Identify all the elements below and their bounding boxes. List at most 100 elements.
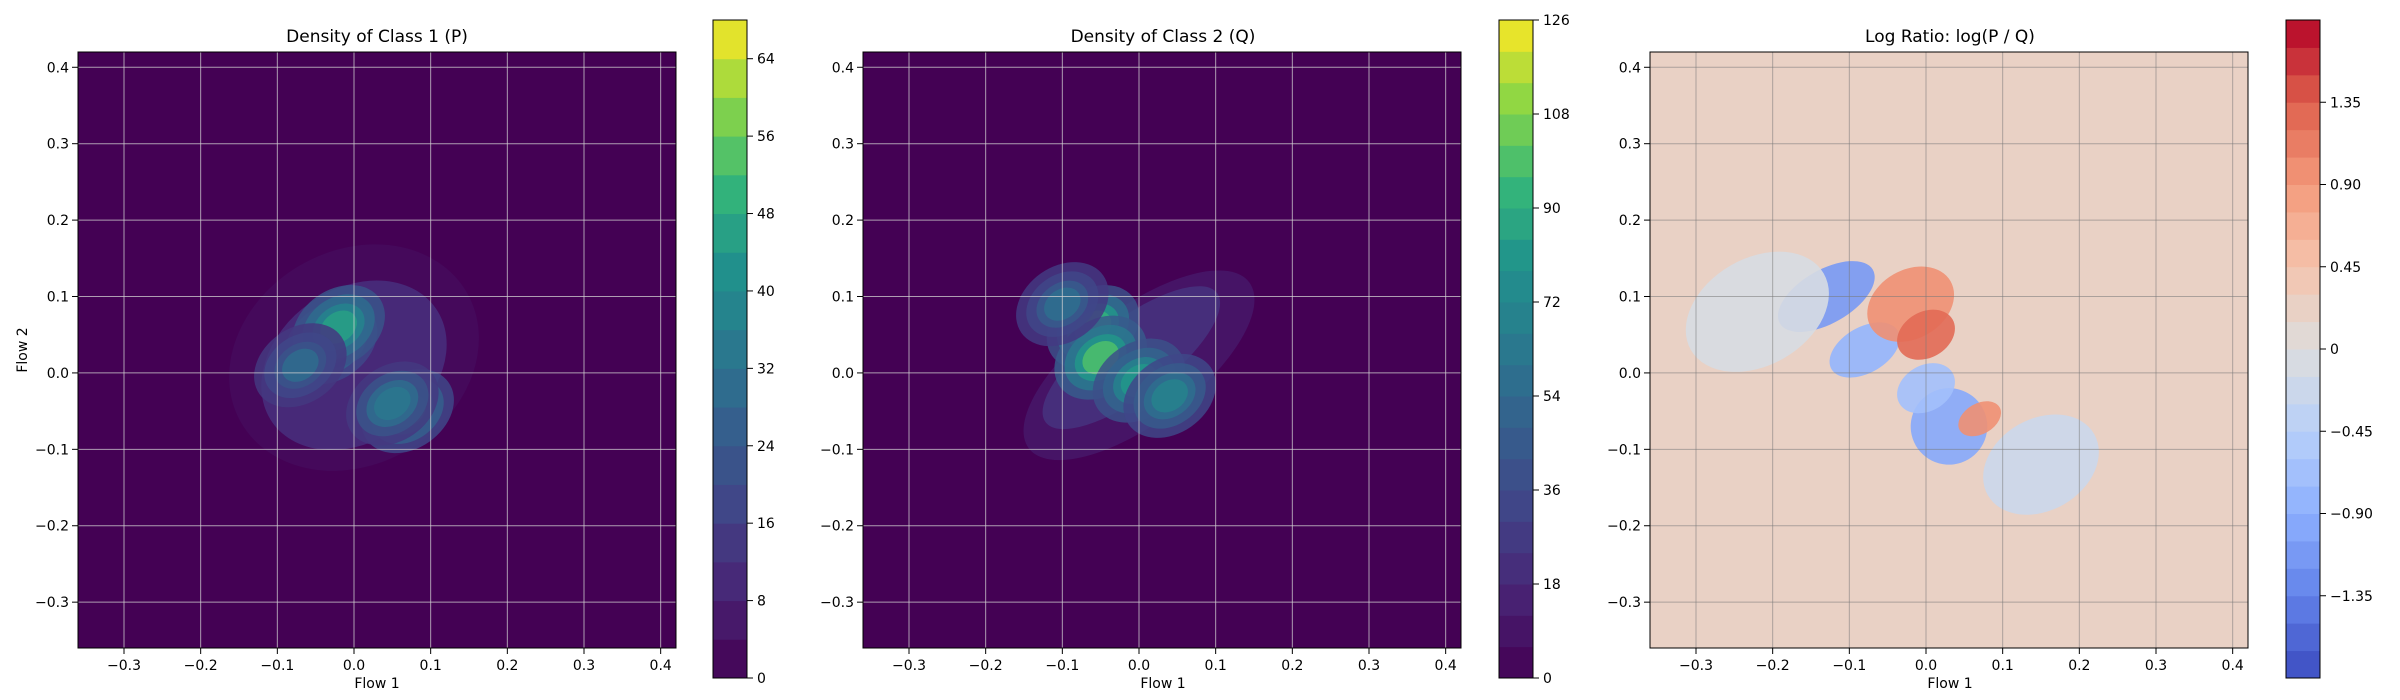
x-tick-label: 0.3 bbox=[1358, 658, 1380, 674]
colorbar-segment bbox=[1499, 364, 1533, 397]
colorbar-tick-label: 18 bbox=[1543, 577, 1561, 593]
x-tick-label: 0.0 bbox=[1128, 658, 1150, 674]
colorbar-segment bbox=[2286, 568, 2320, 597]
colorbar-segment bbox=[1499, 51, 1533, 84]
x-tick-label: 0.2 bbox=[2068, 658, 2090, 674]
colorbar-segment bbox=[2286, 266, 2320, 295]
colorbar-tick-label: 64 bbox=[757, 52, 775, 68]
colorbar-tick-label: 1.35 bbox=[2330, 95, 2361, 111]
colorbar-tick-label: 0 bbox=[1543, 671, 1552, 687]
colorbar-segment bbox=[1499, 20, 1533, 52]
colorbar-tick-label: 126 bbox=[1543, 13, 1570, 29]
y-tick-label: −0.2 bbox=[35, 519, 69, 535]
y-tick-label: −0.3 bbox=[1607, 595, 1641, 611]
x-tick-label: 0.1 bbox=[1992, 658, 2014, 674]
colorbar-segment bbox=[713, 97, 747, 137]
colorbar-segment bbox=[2286, 129, 2320, 158]
colorbar-segment bbox=[1499, 270, 1533, 303]
y-tick-label: 0.3 bbox=[832, 137, 854, 153]
x-tick-label: −0.3 bbox=[107, 658, 141, 674]
colorbar-segment bbox=[1499, 458, 1533, 491]
colorbar-segment bbox=[713, 523, 747, 563]
x-tick-label: 0.3 bbox=[2145, 658, 2167, 674]
y-tick-label: 0.1 bbox=[47, 290, 69, 306]
x-tick-label: 0.3 bbox=[573, 658, 595, 674]
colorbar: −1.35 −0.90 −0.45 0 0.45 0.90 1.35 bbox=[2285, 19, 2373, 679]
colorbar-segment bbox=[713, 445, 747, 485]
colorbar-tick-label: 90 bbox=[1543, 201, 1561, 217]
y-tick-label: 0.2 bbox=[832, 213, 854, 229]
x-tick-label: 0.1 bbox=[1205, 658, 1227, 674]
y-tick-label: −0.3 bbox=[35, 595, 69, 611]
density-peak bbox=[1123, 353, 1216, 438]
x-tick-label: −0.2 bbox=[969, 658, 1003, 674]
colorbar-segment bbox=[2286, 486, 2320, 514]
y-tick-label: 0.4 bbox=[1619, 60, 1641, 76]
y-tick-label: −0.3 bbox=[820, 595, 854, 611]
colorbar-segment bbox=[2286, 403, 2320, 432]
colorbar-segment bbox=[2286, 294, 2320, 323]
colorbar-segment bbox=[713, 213, 747, 253]
colorbar-segment bbox=[2286, 650, 2320, 679]
x-tick-label: −0.2 bbox=[184, 658, 218, 674]
colorbar-segment bbox=[1499, 82, 1533, 115]
y-ticks: −0.3 −0.2 −0.1 0.0 0.1 0.2 0.3 0.4 bbox=[1607, 60, 1650, 611]
colorbar-tick-label: 32 bbox=[757, 361, 775, 377]
x-axis-label: Flow 1 bbox=[1140, 676, 1185, 692]
colorbar-segment bbox=[1499, 552, 1533, 585]
colorbar-segment bbox=[1499, 114, 1533, 146]
colorbar-segment bbox=[1499, 208, 1533, 240]
y-tick-label: 0.0 bbox=[832, 366, 854, 382]
axes-frame bbox=[77, 51, 677, 649]
x-ticks: −0.3 −0.2 −0.1 0.0 0.1 0.2 0.3 0.4 bbox=[892, 648, 1457, 674]
x-tick-label: −0.3 bbox=[892, 658, 926, 674]
colorbar-segment bbox=[713, 407, 747, 447]
y-ticks: −0.3 −0.2 −0.1 0.0 0.1 0.2 0.3 0.4 bbox=[35, 60, 78, 611]
x-tick-label: 0.4 bbox=[650, 658, 672, 674]
colorbar-segment bbox=[2286, 211, 2320, 240]
y-tick-label: 0.1 bbox=[832, 290, 854, 306]
heatmap-area bbox=[862, 51, 1462, 649]
y-tick-label: 0.1 bbox=[1619, 290, 1641, 306]
y-tick-label: −0.1 bbox=[820, 442, 854, 458]
colorbar-tick-label: 0 bbox=[2330, 342, 2339, 358]
y-tick-label: 0.2 bbox=[47, 213, 69, 229]
colorbar-tick-label: 0.45 bbox=[2330, 260, 2361, 276]
colorbar-tick-label: −1.35 bbox=[2330, 589, 2373, 605]
y-ticks: −0.3 −0.2 −0.1 0.0 0.1 0.2 0.3 0.4 bbox=[820, 60, 863, 611]
colorbar-tick-label: 16 bbox=[757, 516, 775, 532]
log-ratio-region bbox=[1983, 414, 2099, 515]
colorbar-tick-label: −0.45 bbox=[2330, 424, 2373, 440]
colorbar-segment bbox=[2286, 431, 2320, 460]
colorbar-segment bbox=[2286, 458, 2320, 487]
x-tick-label: −0.1 bbox=[260, 658, 294, 674]
colorbar-segment bbox=[1499, 239, 1533, 272]
y-tick-label: −0.1 bbox=[1607, 442, 1641, 458]
colorbar-segment bbox=[713, 290, 747, 331]
colorbar-segment bbox=[1499, 145, 1533, 178]
colorbar-segment bbox=[713, 600, 747, 640]
colorbar-segment bbox=[1499, 427, 1533, 460]
y-axis-label: Flow 2 bbox=[15, 327, 31, 372]
colorbar-segment bbox=[713, 58, 747, 98]
x-tick-label: 0.2 bbox=[496, 658, 518, 674]
colorbar-segment bbox=[713, 252, 747, 292]
colorbar-segment bbox=[2286, 47, 2320, 76]
colorbar-segment bbox=[2286, 239, 2320, 268]
y-tick-label: −0.2 bbox=[820, 519, 854, 535]
density-peak bbox=[346, 361, 439, 446]
colorbar-segment bbox=[713, 20, 747, 60]
colorbar-segment bbox=[2286, 20, 2320, 48]
x-tick-label: 0.4 bbox=[1435, 658, 1457, 674]
colorbar: 0 18 36 54 72 90 108 126 bbox=[1498, 13, 1570, 687]
colorbar-segment bbox=[1499, 302, 1533, 334]
chart-title: Density of Class 1 (P) bbox=[286, 27, 468, 47]
colorbar-tick-label: 54 bbox=[1543, 389, 1561, 405]
x-tick-label: −0.3 bbox=[1679, 658, 1713, 674]
axes-frame bbox=[1649, 51, 2249, 649]
y-tick-label: 0.3 bbox=[47, 137, 69, 153]
y-tick-label: 0.3 bbox=[1619, 137, 1641, 153]
colorbar-tick-label: 40 bbox=[757, 284, 775, 300]
panel-density-p: Density of Class 1 (P) −0.3 −0.2 −0.1 0.0 0.… bbox=[15, 19, 775, 692]
